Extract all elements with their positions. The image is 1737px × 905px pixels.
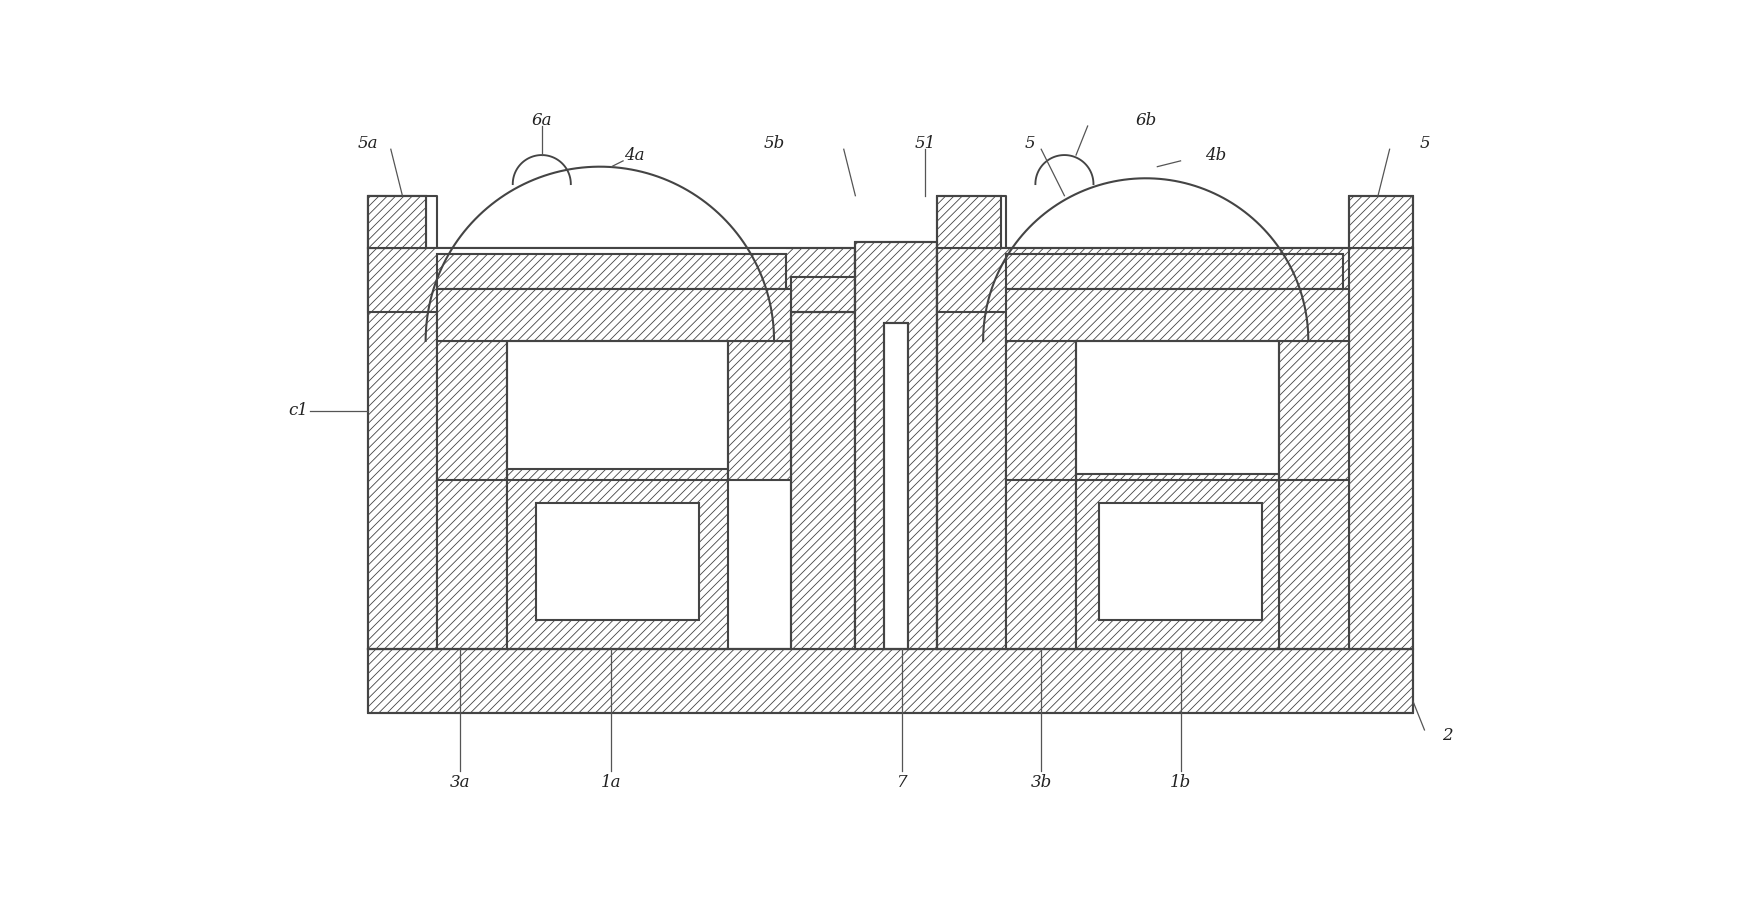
Bar [1350, 248, 1412, 649]
Bar [1100, 503, 1261, 620]
Bar [1075, 341, 1278, 481]
Bar [368, 195, 426, 248]
Text: 51: 51 [914, 135, 936, 152]
Bar [728, 341, 792, 481]
Text: 3b: 3b [1030, 774, 1053, 791]
Bar [1006, 474, 1075, 649]
Bar [368, 195, 426, 248]
Bar [438, 474, 507, 649]
Text: 1b: 1b [1171, 774, 1192, 791]
Text: 5b: 5b [764, 135, 785, 152]
Bar [1006, 253, 1343, 289]
Bar [1350, 195, 1412, 248]
Text: 5: 5 [1419, 135, 1430, 152]
Text: 3a: 3a [450, 774, 471, 791]
Text: 2: 2 [1442, 728, 1454, 744]
Bar [438, 341, 507, 481]
Bar [368, 248, 855, 312]
Text: 6a: 6a [532, 111, 552, 129]
Bar [537, 503, 698, 620]
Bar [936, 248, 1006, 649]
Bar [1278, 341, 1350, 481]
Bar [438, 248, 785, 294]
Text: 6b: 6b [1134, 111, 1157, 129]
Text: 4a: 4a [624, 147, 644, 164]
Bar [507, 341, 728, 481]
Bar [1006, 341, 1075, 481]
Bar [792, 312, 855, 649]
Bar [507, 469, 728, 649]
Bar [936, 195, 1001, 248]
Text: 1a: 1a [601, 774, 622, 791]
Text: 5a: 5a [358, 135, 379, 152]
Text: 7: 7 [896, 774, 907, 791]
Text: 4b: 4b [1205, 147, 1226, 164]
Bar [507, 341, 728, 481]
Bar [438, 289, 792, 341]
Text: 5: 5 [1025, 135, 1035, 152]
Bar [884, 323, 908, 649]
Bar [855, 243, 936, 649]
Text: c1: c1 [288, 402, 307, 419]
Bar [368, 649, 1412, 712]
Bar [1278, 474, 1350, 649]
Bar [936, 248, 1412, 312]
Bar [1006, 289, 1350, 341]
Bar [438, 253, 785, 289]
Bar [792, 277, 855, 312]
Bar [1075, 341, 1278, 481]
Bar [368, 248, 438, 649]
Bar [1075, 474, 1278, 649]
